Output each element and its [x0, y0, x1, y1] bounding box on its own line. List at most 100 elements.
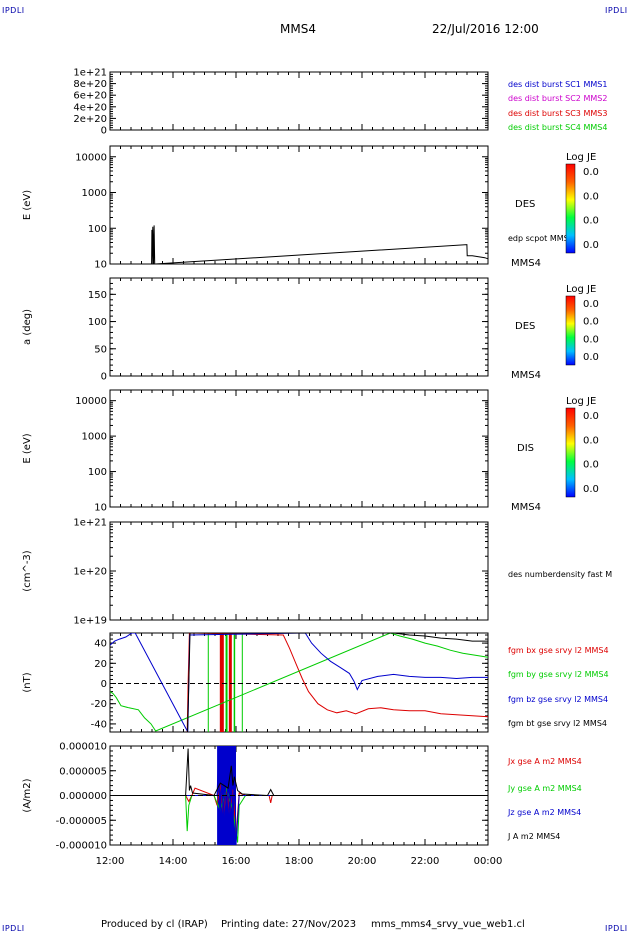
- p2-colorbar-tick: 0.0: [583, 216, 599, 227]
- p3-sc-label: MMS4: [511, 370, 541, 381]
- p1-ytick-label: 4e+20: [73, 102, 107, 113]
- legend-fgm-bt: fgm bt gse srvy l2 MMS4: [508, 719, 607, 728]
- x-tick-label: 12:00: [96, 856, 125, 867]
- p7-ytick-label: -0.000010: [56, 841, 107, 852]
- p2-colorbar-tick: 0.0: [583, 191, 599, 202]
- p6-ytick-label: 0: [101, 679, 107, 690]
- series-line-j-a-m2-mms4: [110, 748, 488, 797]
- p2-colorbar-tick: 0.0: [583, 240, 599, 251]
- p5-ytick-label: 1e+19: [73, 616, 107, 627]
- footer-producer: Produced by cl (IRAP): [101, 919, 208, 930]
- corner-label-bottom-left: IPDLI: [2, 924, 25, 933]
- p4-colorbar-tick: 0.0: [583, 460, 599, 471]
- p3-frame: [109, 277, 489, 377]
- p4-ytick-label: 1000: [82, 432, 107, 443]
- p7-ytick-label: 0.000010: [59, 742, 107, 753]
- p2-colorbar-tick: 0.0: [583, 167, 599, 178]
- p3-colorbar-tick: 0.0: [583, 299, 599, 310]
- p5-ytick-label: 1e+20: [73, 567, 107, 578]
- p4-ytick-label: 10000: [75, 396, 107, 407]
- x-tick-label: 00:00: [474, 856, 503, 867]
- series-line-fgm-bt-gse-srvy-l2-mms4: [187, 633, 488, 732]
- series-line-fgm-by-gse-srvy-l2-mms4: [110, 633, 488, 732]
- p6-ytick-label: 20: [94, 659, 107, 670]
- p1-ytick-label: 1e+21: [73, 68, 107, 79]
- spacecraft-title: MMS4: [280, 22, 316, 36]
- corner-label-bottom-right: IPDLI: [605, 924, 628, 933]
- p2-ytick-label: 10000: [75, 152, 107, 163]
- p4-colorbar-tick: 0.0: [583, 435, 599, 446]
- p2-frame: [109, 145, 489, 265]
- legend-fgm-bx: fgm bx gse srvy l2 MMS4: [508, 646, 609, 655]
- p4-colorbar-title: Log JE: [566, 396, 596, 407]
- corner-label-top-left: IPDLI: [2, 6, 25, 15]
- legend-jx: Jx gse A m2 MMS4: [508, 757, 582, 766]
- x-tick-label: 18:00: [285, 856, 314, 867]
- p6-ylabel: (nT): [22, 672, 33, 692]
- p4-sc-label: MMS4: [511, 502, 541, 513]
- legend-des-mms2: des dist burst SC2 MMS2: [508, 94, 608, 103]
- p7-ytick-label: 0.000000: [59, 791, 107, 802]
- legend-jz: Jz gse A m2 MMS4: [508, 808, 582, 817]
- p5-ylabel: (cm^-3): [22, 550, 33, 591]
- p2-sc-label: MMS4: [511, 258, 541, 269]
- p3-colorbar-tick: 0.0: [583, 352, 599, 363]
- p3-ytick-label: 50: [94, 344, 107, 355]
- series-line-jy-gse-a-m2-mms4: [110, 787, 488, 843]
- p1-ytick-label: 2e+20: [73, 114, 107, 125]
- p6-frame: [109, 632, 489, 733]
- p2-overlay-label: edp scpot MMS4: [508, 234, 574, 243]
- corner-label-top-right: IPDLI: [605, 6, 628, 15]
- p6-ytick-label: -40: [91, 719, 107, 730]
- legend-des-mms3: des dist burst SC3 MMS3: [508, 109, 608, 118]
- legend-fgm-bz: fgm bz gse srvy l2 MMS4: [508, 695, 609, 704]
- x-tick-label: 22:00: [411, 856, 440, 867]
- p3-instrument-label: DES: [515, 321, 536, 332]
- legend-des-mms1: des dist burst SC1 MMS1: [508, 80, 608, 89]
- x-tick-label: 20:00: [348, 856, 377, 867]
- p2-ytick-label: 100: [88, 224, 107, 235]
- legend-fgm-by: fgm by gse srvy l2 MMS4: [508, 670, 609, 679]
- p4-instrument-label: DIS: [517, 443, 534, 454]
- series-line-jz-gse-a-m2-mms4: [110, 746, 488, 845]
- p3-colorbar-title: Log JE: [566, 284, 596, 295]
- p7-ytick-label: 0.000005: [59, 766, 107, 777]
- legend-jy: Jy gse A m2 MMS4: [508, 784, 582, 793]
- p2-instrument-label: DES: [515, 199, 536, 210]
- x-tick-label: 14:00: [159, 856, 188, 867]
- p4-frame: [109, 389, 489, 508]
- footer-printing-date: Printing date: 27/Nov/2023: [221, 919, 357, 930]
- p4-colorbar-tick: 0.0: [583, 411, 599, 422]
- series-line-edp-scpot-mms4: [151, 225, 489, 265]
- p3-colorbar-tick: 0.0: [583, 317, 599, 328]
- p3-ylabel: a (deg): [22, 309, 33, 345]
- legend-des-mms4: des dist burst SC4 MMS4: [508, 123, 608, 132]
- p6-series-group: [110, 633, 488, 732]
- p5-density-label: des numberdensity fast M: [508, 570, 613, 579]
- p2-colorbar: [565, 163, 576, 254]
- p3-ytick-label: 100: [88, 317, 107, 328]
- p1-ytick-label: 8e+20: [73, 79, 107, 90]
- p4-ytick-label: 10: [94, 503, 107, 514]
- p4-colorbar: [565, 407, 576, 498]
- p2-colorbar-title: Log JE: [566, 152, 596, 163]
- p1-frame: [109, 71, 489, 131]
- p4-ytick-label: 100: [88, 467, 107, 478]
- series-line-fgm-bx-gse-srvy-l2-mms4: [186, 633, 488, 732]
- series-line-jx-gse-a-m2-mms4: [110, 784, 488, 836]
- series-line-fgm-bz-gse-srvy-l2-mms4: [110, 633, 488, 732]
- p3-colorbar: [565, 295, 576, 366]
- p4-colorbar-tick: 0.0: [583, 484, 599, 495]
- p7-ytick-label: -0.000005: [56, 816, 107, 827]
- p1-ytick-label: 6e+20: [73, 91, 107, 102]
- p3-ytick-label: 150: [88, 290, 107, 301]
- x-tick-label: 16:00: [222, 856, 251, 867]
- legend-j: J A m2 MMS4: [508, 832, 561, 841]
- datetime-title: 22/Jul/2016 12:00: [432, 22, 539, 36]
- p1-ytick-label: 0: [101, 126, 107, 137]
- footer-filename: mms_mms4_srvy_vue_web1.cl: [371, 919, 525, 930]
- p2-ytick-label: 1000: [82, 188, 107, 199]
- p3-colorbar-tick: 0.0: [583, 334, 599, 345]
- p6-ytick-label: -20: [91, 699, 107, 710]
